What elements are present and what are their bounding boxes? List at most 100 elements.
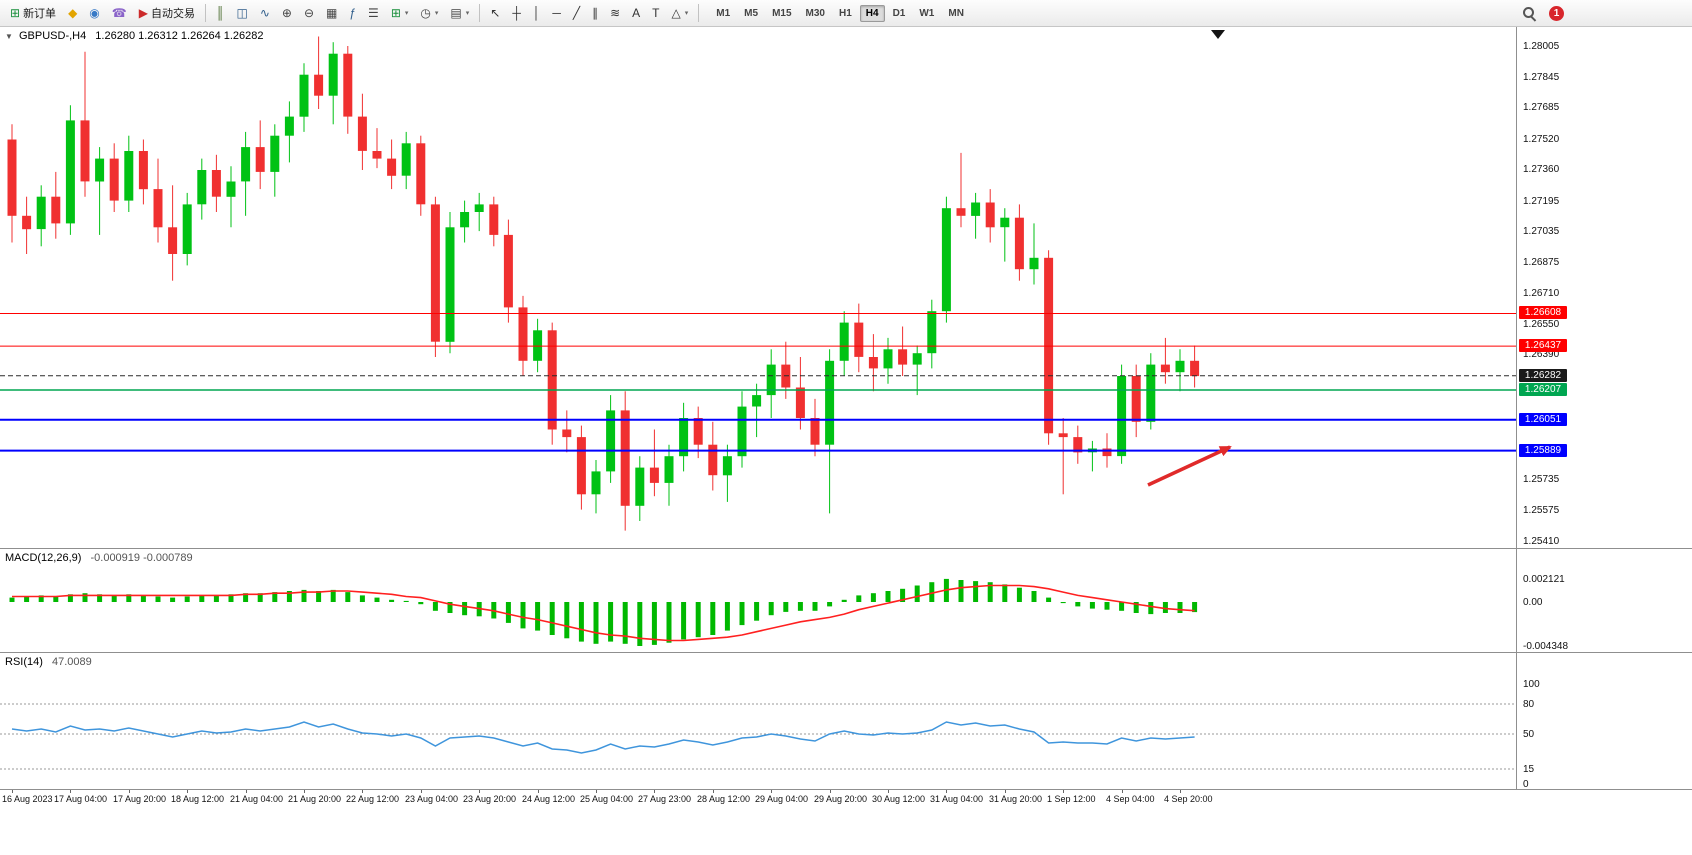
algo-trading-button[interactable]: ▶ 自动交易 (134, 2, 200, 24)
time-tick (654, 790, 655, 793)
time-tick (12, 790, 13, 793)
macd-values: -0.000919 -0.000789 (90, 552, 193, 564)
time-tick (304, 790, 305, 793)
crosshair-icon: ┼ (512, 6, 521, 20)
shapes-button[interactable]: △ ▾ (667, 2, 694, 24)
zoom-in-button[interactable]: ⊕ (277, 2, 297, 24)
support-icon: ☎ (111, 6, 127, 20)
tile-windows-button[interactable]: ▦ (321, 2, 342, 24)
rsi-axis-label: 100 (1523, 679, 1540, 690)
rsi-header: RSI(14) 47.0089 (5, 656, 92, 668)
symbol-label: GBPUSD-,H4 (18, 30, 87, 42)
time-tick (888, 790, 889, 793)
channel-button[interactable]: ∥ (587, 2, 603, 24)
new-chart-icon: ⊞ (390, 6, 401, 20)
rsi-axis-label: 0 (1523, 779, 1529, 790)
price-tick: 1.27685 (1523, 102, 1560, 113)
search-icon[interactable] (1522, 6, 1537, 21)
time-axis[interactable]: 16 Aug 2023 17 Aug 04:00 17 Aug 20:00 18 Au… (0, 790, 1692, 808)
timeframe-m15-button[interactable]: M15 (772, 7, 792, 19)
algo-trading-button-label: 自动交易 (150, 8, 195, 20)
rsi-line (11, 721, 1195, 754)
ohlc-values: 1.26280 1.26312 1.26264 1.26282 (95, 30, 264, 42)
rsi-axis-label: 80 (1523, 699, 1535, 710)
time-label: 30 Aug 12:00 (872, 794, 926, 804)
periods-button[interactable]: ◷ ▾ (415, 2, 443, 24)
objects-list-icon: ☰ (368, 6, 379, 20)
bar-chart-type-button[interactable]: ║ (211, 2, 230, 24)
timeframe-d1-button[interactable]: D1 (892, 7, 906, 19)
toolbar-separator (479, 4, 481, 22)
panel-divider-rsi[interactable] (0, 652, 1692, 653)
candles (7, 36, 1200, 531)
price-tick: 1.25735 (1523, 474, 1560, 485)
price-axis[interactable]: 1.28005 1.27845 1.27685 1.27520 1.27360 1.271… (1517, 27, 1692, 808)
line-chart-type-icon: ∿ (259, 6, 270, 20)
text-button[interactable]: A (627, 2, 645, 24)
timeframe-m1-button[interactable]: M1 (716, 7, 731, 19)
cursor-button[interactable]: ↖ (485, 2, 505, 24)
fibonacci-button[interactable]: ≋ (605, 2, 625, 24)
support-button[interactable]: ☎ (107, 2, 132, 24)
time-label: 21 Aug 20:00 (288, 794, 342, 804)
collapse-chart-icon[interactable]: ▼ (5, 32, 13, 41)
horizontal-line-icon: ─ (552, 6, 561, 20)
zoom-out-button[interactable]: ⊖ (299, 2, 319, 24)
time-label: 16 Aug 2023 (2, 794, 53, 804)
new-order-button[interactable]: ⊞ 新订单 (5, 2, 61, 24)
price-tick: 1.28005 (1523, 41, 1560, 52)
time-tick (713, 790, 714, 793)
timeframe-h1-button[interactable]: H1 (838, 7, 852, 19)
macd-panel-canvas[interactable] (0, 550, 1516, 652)
ideas-button[interactable]: ◆ (63, 2, 82, 24)
time-tick (771, 790, 772, 793)
horizontal-line-button[interactable]: ─ (547, 2, 566, 24)
time-label: 17 Aug 20:00 (113, 794, 167, 804)
macd-axis-label: 0.00 (1523, 597, 1543, 608)
notification-badge[interactable]: 1 (1549, 5, 1564, 21)
indicators-button[interactable]: ƒ (344, 2, 361, 24)
templates-button[interactable]: ▤ ▾ (445, 2, 474, 24)
rsi-axis-label: 15 (1523, 764, 1535, 775)
timeframe-m5-button[interactable]: M5 (744, 7, 759, 19)
rsi-value: 47.0089 (51, 656, 92, 668)
time-label: 27 Aug 23:00 (638, 794, 692, 804)
timeframe-w1-button[interactable]: W1 (919, 7, 935, 19)
red-arrow-annotation[interactable] (1147, 445, 1232, 487)
community-icon: ◉ (89, 6, 100, 20)
label-button[interactable]: T (647, 2, 664, 24)
periods-icon: ◷ (420, 6, 431, 20)
vertical-line-button[interactable]: │ (528, 2, 546, 24)
new-order-button-label: 新订单 (23, 8, 57, 20)
trendline-button[interactable]: ╱ (568, 2, 585, 24)
chart-title: ▼ GBPUSD-,H4 1.26280 1.26312 1.26264 1.2… (5, 30, 264, 42)
ideas-icon: ◆ (68, 6, 78, 20)
time-tick (596, 790, 597, 793)
price-tick: 1.27195 (1523, 196, 1560, 207)
price-tick: 1.27360 (1523, 164, 1560, 175)
time-label: 25 Aug 04:00 (580, 794, 634, 804)
community-button[interactable]: ◉ (84, 2, 104, 24)
price-tick: 1.26875 (1523, 257, 1560, 268)
timeframe-m30-button[interactable]: M30 (805, 7, 825, 19)
new-chart-button[interactable]: ⊞ ▾ (386, 2, 414, 24)
time-label: 1 Sep 12:00 (1047, 794, 1096, 804)
candlestick-chart-type-button[interactable]: ◫ (231, 2, 252, 24)
bar-chart-type-icon: ║ (215, 6, 225, 20)
rsi-label: RSI(14) (5, 656, 43, 668)
line-chart-type-button[interactable]: ∿ (255, 2, 275, 24)
axis-divider (1516, 27, 1517, 808)
time-label: 24 Aug 12:00 (522, 794, 576, 804)
timeframe-h4-button[interactable]: H4 (859, 4, 885, 22)
rsi-panel-canvas[interactable] (0, 654, 1516, 789)
price-tick: 1.27520 (1523, 134, 1560, 145)
price-tag-1.25889: 1.25889 (1519, 444, 1567, 457)
panel-divider-macd[interactable] (0, 548, 1692, 549)
cursor-icon: ↖ (490, 6, 501, 20)
timeframe-mn-button[interactable]: MN (948, 7, 964, 19)
indicators-icon: ƒ (349, 6, 357, 20)
caret-down-icon: ▾ (684, 10, 689, 17)
objects-list-button[interactable]: ☰ (363, 2, 384, 24)
crosshair-button[interactable]: ┼ (507, 2, 526, 24)
price-chart-canvas[interactable] (0, 27, 1516, 548)
